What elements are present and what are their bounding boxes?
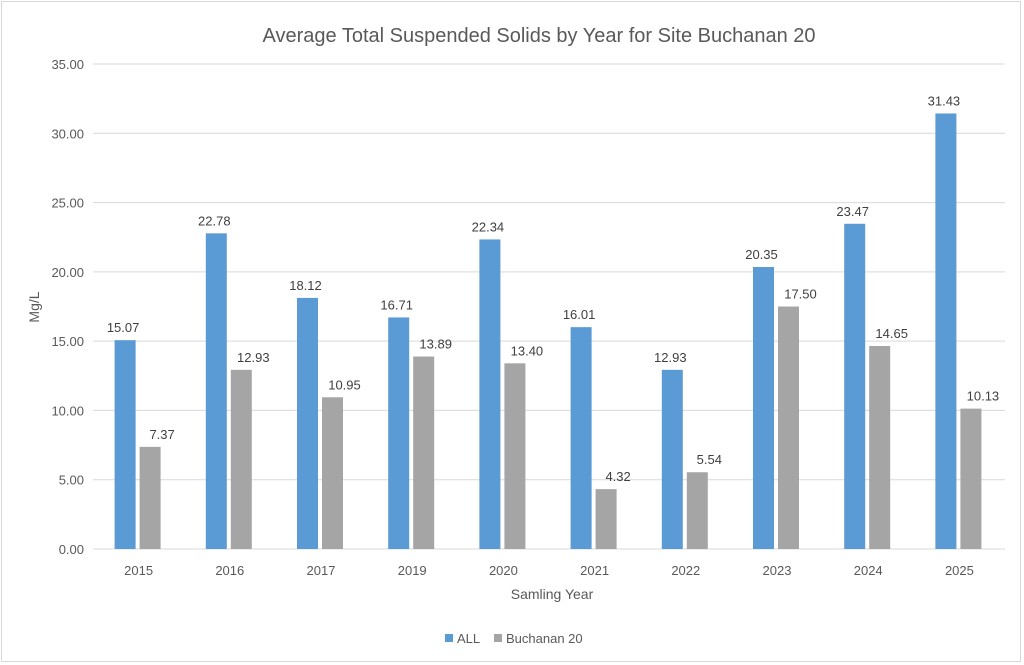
bar-all xyxy=(114,340,136,549)
y-tick-label: 10.00 xyxy=(51,403,84,418)
y-tick-label: 25.00 xyxy=(51,196,84,211)
x-axis-label: Samling Year xyxy=(511,586,594,602)
y-tick-label: 0.00 xyxy=(59,542,84,557)
x-tick-label: 2017 xyxy=(307,563,336,578)
y-tick-label: 35.00 xyxy=(51,57,84,72)
y-tick-label: 15.00 xyxy=(51,334,84,349)
bar-buchanan-20 xyxy=(869,345,891,549)
y-tick-label: 5.00 xyxy=(59,473,84,488)
data-label: 22.78 xyxy=(198,213,231,228)
bar-all xyxy=(661,369,683,549)
bar-all xyxy=(570,327,592,549)
x-tick-label: 2025 xyxy=(945,563,974,578)
data-label: 5.54 xyxy=(697,452,722,467)
data-label: 15.07 xyxy=(107,320,140,335)
bar-all xyxy=(205,233,227,549)
data-label: 22.34 xyxy=(472,219,505,234)
chart-title: Average Total Suspended Solids by Year f… xyxy=(263,25,816,47)
x-tick-label: 2022 xyxy=(671,563,700,578)
data-label: 13.89 xyxy=(419,337,452,352)
x-tick-label: 2021 xyxy=(580,563,609,578)
x-tick-label: 2019 xyxy=(398,563,427,578)
data-label: 13.40 xyxy=(511,343,544,358)
bar-all xyxy=(844,223,866,549)
bar-all xyxy=(297,297,318,549)
x-tick-label: 2024 xyxy=(854,563,883,578)
data-labels: 15.07 7.37 22.78 12.93 18.12 10.95 16.71 13.89 2… xyxy=(107,93,999,484)
bar-buchanan-20 xyxy=(595,489,617,549)
bar-buchanan-20 xyxy=(686,472,708,549)
data-label: 20.35 xyxy=(745,247,778,262)
data-label: 23.47 xyxy=(836,204,869,219)
y-tick-label: 20.00 xyxy=(51,265,84,280)
legend-swatch xyxy=(494,634,502,642)
data-label: 14.65 xyxy=(875,326,908,341)
data-label: 16.71 xyxy=(380,297,413,312)
bar-buchanan-20 xyxy=(413,356,435,549)
x-tick-label: 2016 xyxy=(215,563,244,578)
x-tick-label: 2020 xyxy=(489,563,518,578)
bar-all xyxy=(479,239,501,549)
x-tick-label: 2023 xyxy=(763,563,792,578)
bar-all xyxy=(753,267,774,549)
bar-buchanan-20 xyxy=(139,446,161,549)
x-axis-tick-labels: 2015 2016 2017 2019 2020 2021 2022 2023 2024 2025 xyxy=(124,563,974,578)
data-label: 10.95 xyxy=(328,377,361,392)
data-label: 7.37 xyxy=(149,427,174,442)
bar-all xyxy=(935,113,957,549)
data-label: 17.50 xyxy=(784,287,817,302)
y-tick-label: 30.00 xyxy=(51,126,84,141)
legend: ALL Buchanan 20 xyxy=(445,631,583,646)
data-label: 31.43 xyxy=(928,93,961,108)
bar-buchanan-20 xyxy=(322,397,343,549)
bar-buchanan-20 xyxy=(960,408,982,549)
data-label: 12.93 xyxy=(654,350,687,365)
legend-label: Buchanan 20 xyxy=(506,631,583,646)
bar-all xyxy=(388,317,410,549)
gridlines xyxy=(93,63,1005,550)
legend-swatch xyxy=(445,634,453,642)
data-label: 18.12 xyxy=(289,278,322,293)
y-axis-label: Mg/L xyxy=(26,291,42,322)
bars xyxy=(114,113,982,549)
legend-label: ALL xyxy=(457,631,480,646)
data-label: 12.93 xyxy=(237,350,270,365)
data-label: 10.13 xyxy=(967,389,1000,404)
data-label: 4.32 xyxy=(605,469,630,484)
data-label: 16.01 xyxy=(563,307,596,322)
x-tick-label: 2015 xyxy=(124,563,153,578)
bar-buchanan-20 xyxy=(230,369,252,549)
y-axis-tick-labels: 0.00 5.00 10.00 15.00 20.00 25.00 30.00 35.00 xyxy=(51,57,84,557)
bar-buchanan-20 xyxy=(778,306,799,549)
bar-buchanan-20 xyxy=(504,363,526,549)
